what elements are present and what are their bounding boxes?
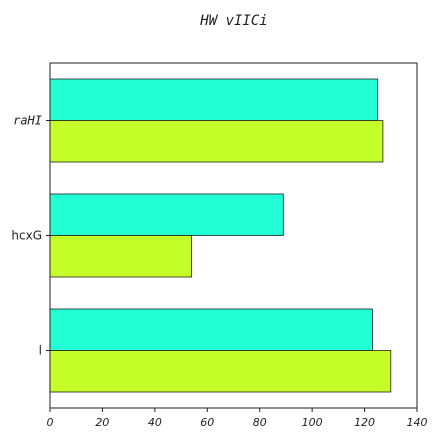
plot-frame [49,62,418,409]
chart-title: HW vIICi [199,13,267,29]
x-tick-label: 120 [354,416,375,429]
x-tick-label: 80 [253,416,267,429]
x-tick-label: 20 [95,416,109,429]
y-axis-ticks: raHI hcxG l [11,114,50,358]
x-axis-ticks: 0 20 40 60 80 100 120 140 [47,408,428,429]
bar-series2-l [49,350,392,393]
y-tick-label: hcxG [11,229,42,243]
x-tick-label: 40 [148,416,162,429]
bars-group [49,78,392,393]
y-tick-label: l [39,344,42,358]
x-tick-label: 140 [407,416,428,429]
bar-series2-raHI [49,120,384,163]
y-tick-label: raHI [13,114,42,128]
x-tick-label: 0 [47,416,54,429]
bar-series1-raHI [49,78,379,121]
bar-series1-l [49,308,373,351]
x-tick-label: 60 [200,416,214,429]
bar-series1-hcxG [49,193,284,236]
bar-series2-hcxG [49,235,192,278]
x-tick-label: 100 [302,416,323,429]
